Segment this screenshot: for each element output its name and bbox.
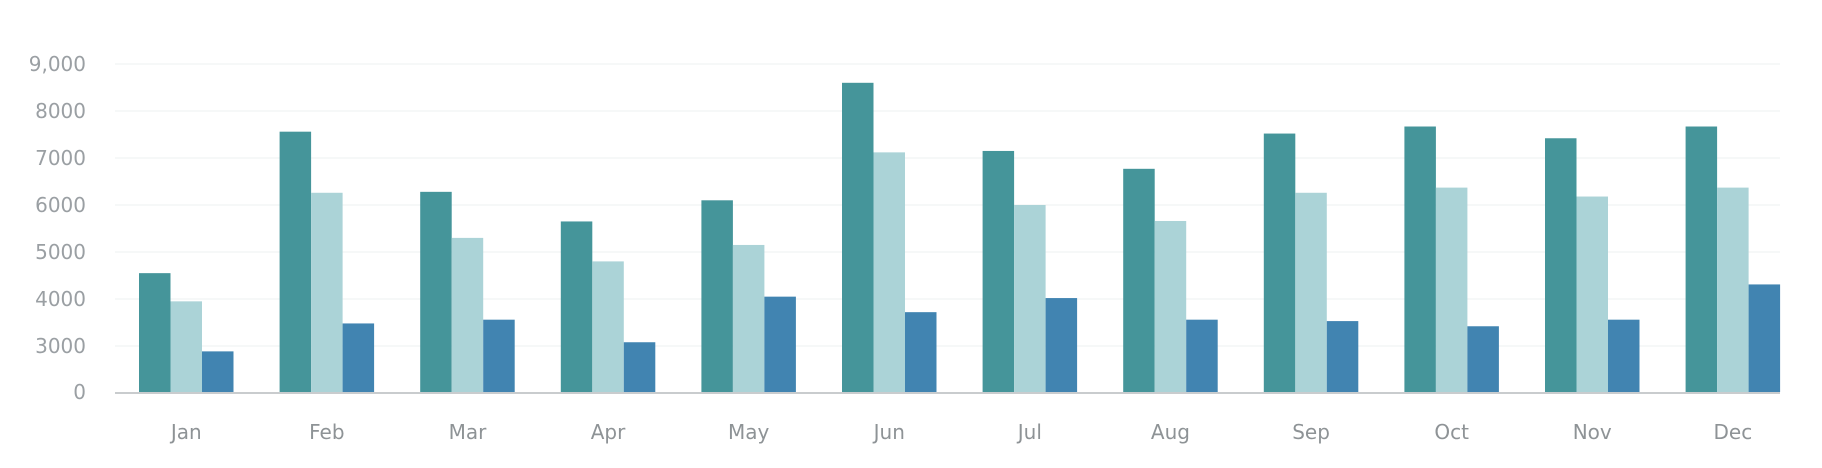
x-axis-ticks: Jan Feb Mar Apr May Jun Jul Aug Sep Oct Nov Dec — [169, 420, 1752, 444]
bar-aug-series-1 — [1123, 168, 1155, 392]
bar-nov-series-1 — [1545, 138, 1577, 392]
x-tick-label: Mar — [449, 420, 488, 444]
bar-nov-series-2 — [1576, 196, 1608, 392]
bar-sep-series-1 — [1263, 133, 1296, 392]
y-tick-label: 3000 — [35, 334, 86, 358]
x-tick-label: Jun — [872, 420, 905, 444]
bar-sep-series-2 — [1295, 192, 1327, 392]
bar-jun-series-3 — [905, 312, 937, 392]
bar-oct-series-2 — [1435, 187, 1468, 392]
bar-apr-series-2 — [592, 261, 624, 392]
x-tick-label: Jul — [1016, 420, 1042, 444]
gridlines — [115, 63, 1780, 347]
bar-feb-series-1 — [279, 131, 312, 392]
bar-may-series-3 — [764, 296, 796, 392]
x-tick-label: Oct — [1434, 420, 1469, 444]
bar-feb-series-3 — [342, 323, 375, 392]
y-tick-label: 8000 — [35, 99, 86, 123]
bar-feb-series-2 — [311, 192, 343, 392]
y-tick-label: 5000 — [35, 240, 86, 264]
bar-sep-series-3 — [1326, 321, 1359, 392]
x-tick-label: Feb — [309, 420, 344, 444]
bar-jul-series-2 — [1014, 205, 1046, 392]
bar-jun-series-1 — [842, 82, 874, 393]
bar-apr-series-3 — [623, 342, 656, 392]
bar-jul-series-1 — [982, 150, 1015, 392]
y-tick-label: 6000 — [35, 193, 86, 217]
x-tick-label: May — [728, 420, 770, 444]
bar-mar-series-3 — [483, 319, 515, 392]
bar-jan-series-1 — [139, 273, 171, 392]
bar-jan-series-3 — [202, 351, 234, 392]
bar-aug-series-3 — [1186, 319, 1218, 392]
bar-aug-series-2 — [1154, 220, 1187, 392]
y-tick-label: 7000 — [35, 146, 86, 170]
bar-jun-series-2 — [873, 152, 905, 392]
x-tick-label: Nov — [1573, 420, 1612, 444]
bar-apr-series-1 — [560, 221, 593, 392]
bar-mar-series-1 — [420, 191, 452, 392]
bar-mar-series-2 — [451, 237, 484, 392]
y-tick-label: 9,000 — [29, 52, 86, 76]
bars — [139, 82, 1781, 393]
bar-nov-series-3 — [1608, 319, 1640, 392]
x-tick-label: Aug — [1151, 420, 1190, 444]
bar-dec-series-2 — [1717, 187, 1749, 392]
y-axis-ticks: 0 3000 4000 5000 6000 7000 8000 9,000 — [29, 52, 86, 404]
x-tick-label: Apr — [591, 420, 626, 444]
x-tick-label: Jan — [169, 420, 202, 444]
bar-jul-series-3 — [1045, 298, 1078, 392]
bar-oct-series-1 — [1404, 126, 1436, 392]
bar-may-series-1 — [701, 200, 733, 392]
x-tick-label: Sep — [1292, 420, 1330, 444]
bar-jan-series-2 — [170, 301, 202, 392]
y-tick-label: 0 — [73, 380, 86, 404]
bar-may-series-2 — [732, 244, 765, 392]
bar-dec-series-3 — [1748, 284, 1781, 392]
bar-dec-series-1 — [1685, 126, 1718, 392]
bar-oct-series-3 — [1467, 326, 1499, 392]
y-tick-label: 4000 — [35, 287, 86, 311]
x-tick-label: Dec — [1713, 420, 1752, 444]
